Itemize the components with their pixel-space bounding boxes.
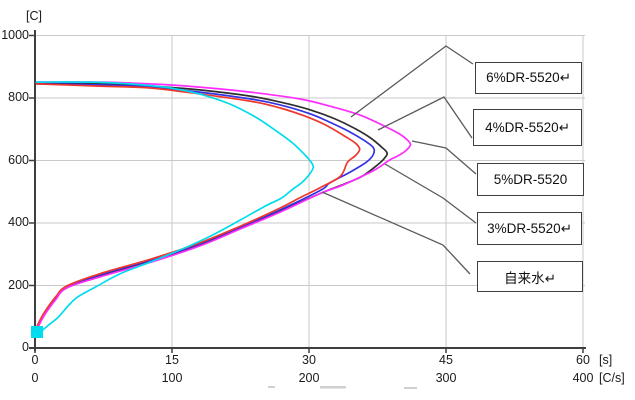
callout-box-5dr5520: 5%DR-5520 <box>477 163 584 196</box>
x-axis-rate-unit-label: [C/s] <box>599 371 625 385</box>
curve-6dr5520 <box>34 82 389 336</box>
x-rate-tick-label: 200 <box>298 371 320 385</box>
x-rate-tick-label: 100 <box>161 371 183 385</box>
callout-label: 3%DR-5520↵ <box>487 220 572 236</box>
curves-group <box>31 81 412 338</box>
callout-label: 6%DR-5520↵ <box>486 70 571 85</box>
curve-tap-water <box>35 81 315 337</box>
y-axis-unit-label: [C] <box>26 9 42 23</box>
callout-leader-line <box>350 45 474 118</box>
callout-label: 4%DR-5520↵ <box>485 119 570 135</box>
x-time-tick-label: 15 <box>165 353 179 367</box>
x-rate-tick-label: 300 <box>435 371 457 385</box>
y-tick-label: 600 <box>8 152 29 167</box>
leaders-group <box>321 45 477 275</box>
curve-4dr5520 <box>34 83 376 335</box>
callout-leader-line <box>411 140 477 175</box>
callout-box-3dr5520: 3%DR-5520↵ <box>477 212 582 245</box>
x-time-tick-label: 60 <box>576 353 590 367</box>
callout-box-4dr5520: 4%DR-5520↵ <box>473 109 582 146</box>
callout-label: 自来水↵ <box>504 270 556 286</box>
curve-3dr5520 <box>34 83 361 334</box>
y-tick-label: 0 <box>22 340 29 354</box>
smudge-artifact <box>404 387 417 389</box>
y-tick-label: 200 <box>8 277 29 292</box>
x-rate-tick-label: 400 <box>572 371 594 385</box>
x-axis-time-unit-label: [s] <box>599 353 613 367</box>
smudge-artifact <box>320 386 346 389</box>
callout-label: 5%DR-5520 <box>493 172 568 187</box>
callout-box-6dr5520: 6%DR-5520↵ <box>475 62 582 94</box>
callout-leader-line <box>384 163 477 224</box>
y-tick-label: 400 <box>8 215 29 229</box>
x-time-tick-label: 45 <box>439 353 453 367</box>
x-rate-tick-label: 0 <box>31 371 39 385</box>
curve-5dr5520 <box>34 81 412 337</box>
smudge-artifact <box>268 386 275 388</box>
callout-leader-line <box>377 96 473 139</box>
x-time-tick-label: 30 <box>302 353 316 367</box>
curve-start-marker <box>31 326 43 338</box>
callout-box-tap-water: 自来水↵ <box>477 261 583 292</box>
x-time-tick-label: 0 <box>31 353 39 367</box>
y-tick-label: 1000 <box>1 27 29 42</box>
axis-group <box>29 30 586 353</box>
y-tick-label: 800 <box>8 90 29 104</box>
callout-leader-line <box>321 191 471 275</box>
